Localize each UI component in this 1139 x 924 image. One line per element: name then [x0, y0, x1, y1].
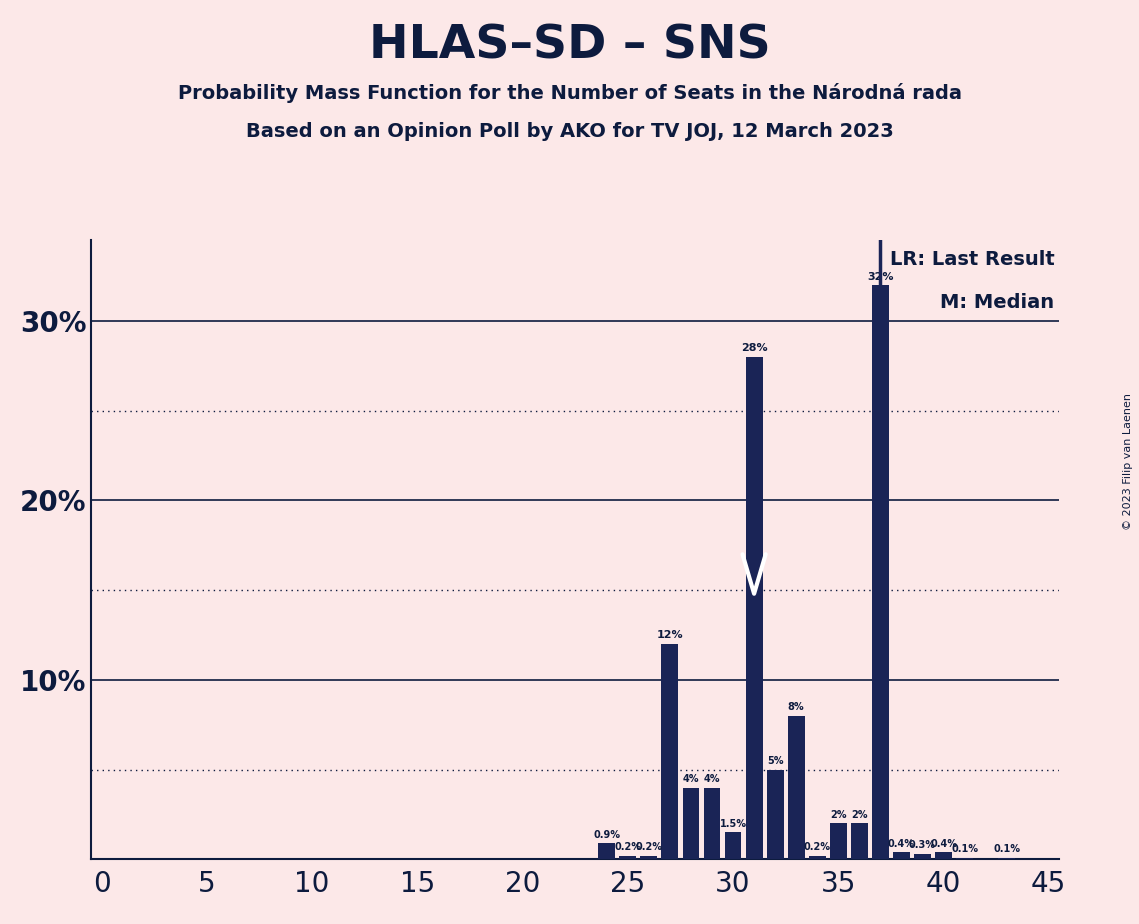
Text: 1.5%: 1.5% — [720, 819, 746, 829]
Text: 4%: 4% — [704, 774, 720, 784]
Text: 0.1%: 0.1% — [993, 844, 1021, 854]
Text: Probability Mass Function for the Number of Seats in the Národná rada: Probability Mass Function for the Number… — [178, 83, 961, 103]
Bar — [704, 787, 721, 859]
Bar — [640, 856, 657, 859]
Bar — [746, 357, 762, 859]
Bar — [893, 852, 910, 859]
Bar — [851, 823, 868, 859]
Text: 0.2%: 0.2% — [636, 842, 663, 852]
Bar — [809, 856, 826, 859]
Text: 0.4%: 0.4% — [888, 839, 915, 848]
Bar — [662, 644, 679, 859]
Text: 0.1%: 0.1% — [951, 844, 978, 854]
Bar — [598, 844, 615, 859]
Text: 0.4%: 0.4% — [931, 839, 957, 848]
Text: 0.3%: 0.3% — [909, 840, 936, 850]
Bar — [788, 716, 804, 859]
Bar — [830, 823, 846, 859]
Text: 12%: 12% — [656, 630, 683, 640]
Text: HLAS–SD – SNS: HLAS–SD – SNS — [369, 23, 770, 68]
Text: 4%: 4% — [682, 774, 699, 784]
Text: 8%: 8% — [788, 702, 804, 712]
Bar — [872, 286, 888, 859]
Text: M: Median: M: Median — [941, 293, 1055, 312]
Bar — [956, 857, 973, 859]
Bar — [998, 857, 1015, 859]
Bar — [767, 770, 784, 859]
Text: Based on an Opinion Poll by AKO for TV JOJ, 12 March 2023: Based on an Opinion Poll by AKO for TV J… — [246, 122, 893, 141]
Text: LR: Last Result: LR: Last Result — [890, 249, 1055, 269]
Bar — [724, 833, 741, 859]
Bar — [913, 854, 931, 859]
Text: 2%: 2% — [851, 809, 868, 820]
Text: 0.2%: 0.2% — [804, 842, 830, 852]
Text: 28%: 28% — [740, 344, 768, 353]
Bar — [620, 856, 637, 859]
Text: 0.9%: 0.9% — [593, 830, 621, 840]
Text: 32%: 32% — [867, 272, 894, 282]
Text: © 2023 Filip van Laenen: © 2023 Filip van Laenen — [1123, 394, 1133, 530]
Bar — [682, 787, 699, 859]
Text: 0.2%: 0.2% — [614, 842, 641, 852]
Text: 2%: 2% — [830, 809, 846, 820]
Bar — [935, 852, 952, 859]
Text: 5%: 5% — [767, 756, 784, 766]
